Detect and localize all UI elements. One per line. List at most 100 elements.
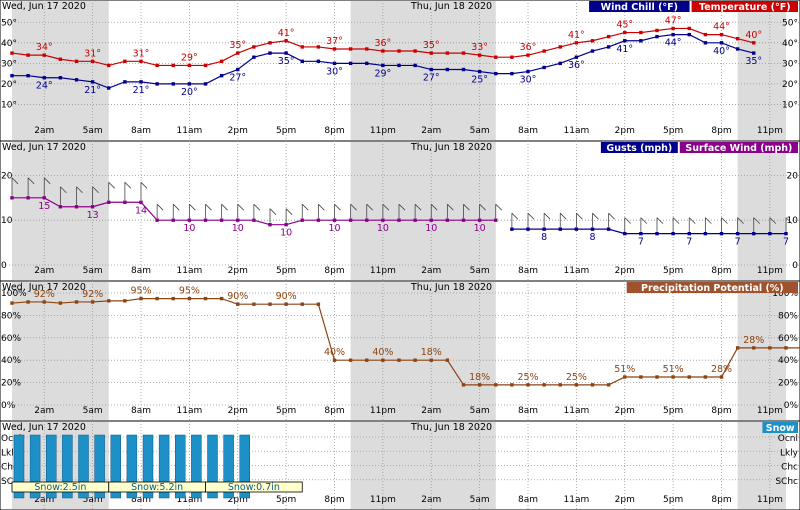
y-tick-label: 20 xyxy=(787,171,799,181)
data-point xyxy=(623,39,627,43)
data-point xyxy=(542,65,546,70)
x-tick-label: 2am xyxy=(34,266,54,276)
wind-barb xyxy=(688,217,696,224)
data-point xyxy=(526,53,530,57)
data-label: 29° xyxy=(181,52,198,63)
data-point xyxy=(397,218,401,222)
x-tick-label: 11pm xyxy=(370,126,396,136)
data-point xyxy=(429,67,433,72)
data-point xyxy=(413,63,417,68)
wind-barb xyxy=(11,177,19,185)
data-label: 21° xyxy=(133,85,150,96)
data-point xyxy=(768,231,772,236)
data-point xyxy=(623,30,627,35)
data-point xyxy=(58,57,63,61)
data-point xyxy=(300,45,304,49)
y-tick-label: Chc xyxy=(781,463,798,473)
x-tick-label: 2pm xyxy=(615,495,635,505)
data-point xyxy=(461,218,466,222)
x-tick-label: 5am xyxy=(83,126,103,136)
data-label: 95% xyxy=(130,286,151,297)
data-point xyxy=(703,32,708,37)
data-point xyxy=(429,51,433,55)
data-point xyxy=(687,26,691,31)
data-label: 36° xyxy=(568,60,585,71)
data-point xyxy=(655,231,659,236)
data-point xyxy=(429,358,433,362)
data-label: 30° xyxy=(520,75,537,86)
data-point xyxy=(268,222,272,227)
x-tick-label: 11am xyxy=(177,126,203,136)
data-label: 8 xyxy=(541,232,547,243)
series-line xyxy=(11,298,800,386)
x-tick-label: 8pm xyxy=(711,126,731,136)
legend-label: Surface Wind (mph) xyxy=(685,143,792,154)
data-point xyxy=(284,51,288,55)
data-point xyxy=(316,59,321,64)
data-point xyxy=(26,73,30,78)
x-tick-label: 5pm xyxy=(663,126,683,136)
y-tick-label: 0 xyxy=(792,261,798,271)
data-point xyxy=(300,59,304,64)
snow-bar xyxy=(126,434,138,499)
data-point xyxy=(26,300,30,304)
wind-barb xyxy=(172,203,180,211)
data-label: 27° xyxy=(229,73,246,84)
night-shade xyxy=(350,142,496,280)
snow-bar xyxy=(207,434,218,499)
data-point xyxy=(74,300,79,304)
x-tick-label: 8pm xyxy=(324,266,344,276)
x-tick-label: 2am xyxy=(34,495,54,505)
data-point xyxy=(445,67,450,72)
data-point xyxy=(26,196,30,200)
wind-barb xyxy=(543,212,551,220)
data-label: 44° xyxy=(665,38,682,49)
data-point xyxy=(413,49,417,53)
data-label: 35° xyxy=(229,40,246,51)
data-point xyxy=(687,32,691,37)
data-point xyxy=(590,227,595,231)
x-tick-label: 8am xyxy=(131,406,151,416)
y-tick-label: 20° xyxy=(1,80,17,90)
data-point xyxy=(155,218,159,222)
data-point xyxy=(542,227,546,231)
legend-label: Precipitation Potential (%) xyxy=(641,283,784,294)
data-point xyxy=(526,227,530,231)
accumulation-label: Snow:2.5in xyxy=(34,482,86,493)
wind-barb xyxy=(559,212,567,220)
wind-barb xyxy=(527,212,535,220)
x-tick-label: 8am xyxy=(131,126,151,136)
data-label: 41° xyxy=(278,28,295,39)
data-point xyxy=(381,49,385,53)
data-label: 44° xyxy=(713,22,730,33)
x-tick-label: 5pm xyxy=(276,406,296,416)
data-point xyxy=(542,49,546,53)
night-shade xyxy=(350,282,496,420)
data-point xyxy=(219,59,224,64)
night-shade xyxy=(737,142,786,280)
data-point xyxy=(574,383,579,387)
wind-barb xyxy=(398,203,406,211)
snow-bar xyxy=(239,434,250,499)
data-label: 27° xyxy=(423,73,440,84)
data-point xyxy=(752,231,756,236)
data-point xyxy=(461,383,466,387)
data-point xyxy=(316,302,321,306)
data-point xyxy=(655,28,659,33)
data-point xyxy=(236,67,240,72)
wind-barb xyxy=(237,203,245,211)
x-tick-label: 11pm xyxy=(757,126,783,136)
data-label: 40° xyxy=(745,30,762,41)
data-point xyxy=(574,55,579,59)
data-label: 25° xyxy=(471,75,488,86)
data-label: 92% xyxy=(34,289,55,300)
series-line xyxy=(511,228,786,235)
snow-bar xyxy=(142,434,154,499)
y-tick-label: 50° xyxy=(782,18,798,28)
data-point xyxy=(236,218,240,222)
x-tick-label: 5pm xyxy=(276,495,296,505)
data-label: 24° xyxy=(36,81,53,92)
data-point xyxy=(735,47,740,51)
data-point xyxy=(10,301,14,305)
data-label: 34° xyxy=(36,42,53,53)
